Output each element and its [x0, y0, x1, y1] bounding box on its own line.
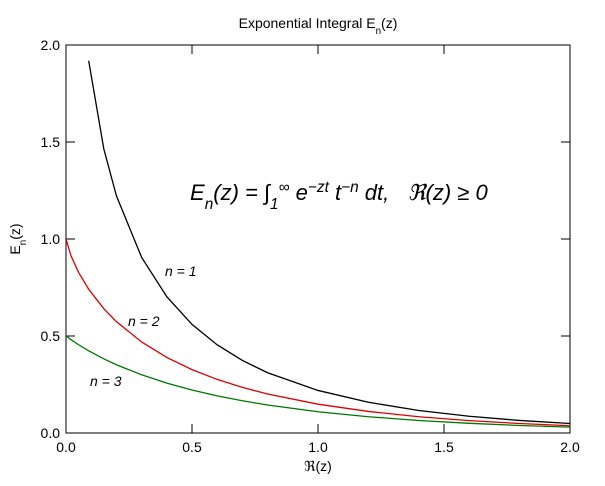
text-part: −zt: [308, 179, 330, 196]
x-axis-label: ℜ(z): [304, 458, 332, 474]
text-part: (z) = ∫: [213, 180, 272, 205]
y-axis-label: En(z): [7, 223, 29, 254]
x-tick-label: 0.0: [56, 439, 76, 455]
series-label: n = 2: [128, 313, 160, 329]
text-part: e: [290, 180, 308, 205]
series-line: [66, 238, 570, 427]
text-part: dt, ℜ(z) ≥ 0: [359, 180, 489, 205]
formula-annotation: En(z) = ∫1∞ e−zt t−n dt, ℜ(z) ≥ 0: [190, 179, 488, 213]
y-tick-label: 2.0: [41, 37, 61, 53]
text-part: t: [329, 180, 342, 205]
text-part: n: [205, 196, 214, 213]
text-part: n: [18, 240, 29, 245]
y-tick-label: 0.0: [41, 425, 61, 441]
y-tick-label: 1.5: [41, 134, 61, 150]
x-tick-label: 1.0: [308, 439, 328, 455]
text-part: (z): [381, 15, 397, 31]
text-part: Exponential Integral: [239, 15, 367, 31]
series-line: [66, 335, 570, 428]
x-tick-label: 0.5: [182, 439, 202, 455]
text-part: n: [376, 26, 381, 37]
series-label: n = 3: [90, 373, 122, 389]
text-part: E: [366, 15, 375, 31]
y-tick-label: 0.5: [41, 328, 61, 344]
text-part: (z): [7, 223, 23, 239]
text-part: 1: [270, 196, 279, 213]
chart-title: Exponential Integral En(z): [239, 15, 398, 37]
x-tick-label: 1.5: [434, 439, 454, 455]
text-part: −n: [341, 179, 359, 196]
text-part: ∞: [279, 179, 290, 196]
series-line: [88, 60, 570, 425]
x-tick-label: 2.0: [560, 439, 580, 455]
series-label: n = 1: [165, 263, 197, 279]
text-part: E: [190, 180, 205, 205]
y-tick-label: 1.0: [41, 231, 61, 247]
text-part: E: [7, 245, 23, 254]
